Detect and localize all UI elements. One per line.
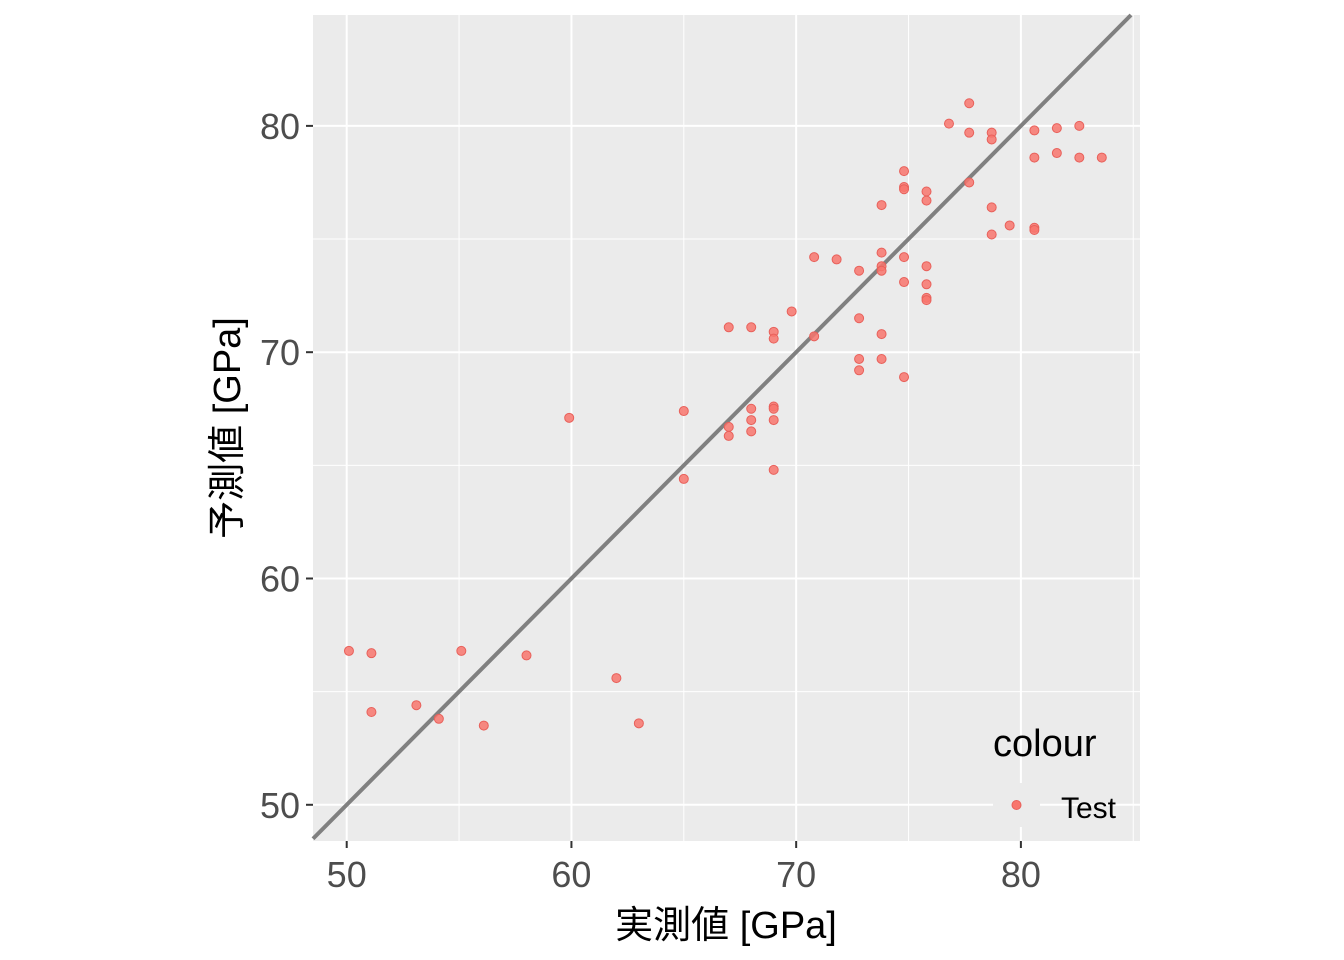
data-point: [876, 265, 887, 276]
x-axis-title: 実測値 [GPa]: [615, 905, 837, 947]
data-point: [611, 673, 622, 684]
data-point: [899, 184, 910, 195]
data-point: [433, 713, 444, 724]
data-point: [921, 279, 932, 290]
data-point: [854, 313, 865, 324]
data-point: [1029, 152, 1040, 163]
data-point: [921, 195, 932, 206]
data-point: [854, 353, 865, 364]
data-point: [456, 645, 467, 656]
data-point: [366, 707, 377, 718]
y-axis-ticks: 50 60 70 80: [260, 106, 313, 826]
grid-major: [313, 15, 1140, 841]
data-point: [854, 265, 865, 276]
data-point: [964, 127, 975, 138]
data-point: [921, 261, 932, 272]
data-point: [899, 166, 910, 177]
data-point: [876, 353, 887, 364]
y-tick-label: 70: [260, 332, 300, 373]
data-point: [876, 329, 887, 340]
data-point: [1051, 123, 1062, 134]
data-point: [366, 648, 377, 659]
data-point: [1096, 152, 1107, 163]
data-points: [343, 98, 1107, 731]
legend-label-test: Test: [1061, 792, 1117, 825]
legend-point-icon: [1011, 800, 1022, 810]
data-point: [986, 229, 997, 240]
data-point: [478, 720, 489, 731]
data-point: [809, 252, 820, 263]
data-point: [746, 415, 757, 426]
data-point: [986, 202, 997, 213]
data-point: [768, 333, 779, 344]
data-point: [809, 331, 820, 342]
data-point: [921, 186, 932, 197]
grid-minor: [313, 15, 1140, 841]
data-point: [899, 372, 910, 383]
x-tick-label: 70: [776, 854, 816, 895]
data-point: [1074, 152, 1085, 163]
data-point: [768, 415, 779, 426]
data-point: [678, 473, 689, 484]
data-point: [343, 645, 354, 656]
x-tick-label: 80: [1001, 854, 1041, 895]
y-axis-title: 予測値 [GPa]: [207, 317, 249, 539]
data-point: [678, 406, 689, 417]
x-tick-label: 60: [551, 854, 591, 895]
data-point: [964, 98, 975, 109]
data-point: [746, 426, 757, 437]
reference-line-y-equals-x: [311, 13, 1133, 841]
data-point: [786, 306, 797, 317]
x-axis-ticks: 50 60 70 80: [327, 841, 1041, 895]
data-point: [1074, 120, 1085, 131]
data-point: [876, 247, 887, 258]
data-point: [746, 403, 757, 414]
y-tick-label: 60: [260, 558, 300, 599]
data-point: [876, 200, 887, 211]
y-tick-label: 80: [260, 106, 300, 147]
data-point: [854, 365, 865, 376]
legend-title: colour: [993, 723, 1097, 765]
data-point: [411, 700, 422, 711]
data-point: [899, 252, 910, 263]
data-point: [1029, 224, 1040, 235]
data-point: [768, 403, 779, 414]
y-tick-label: 50: [260, 785, 300, 826]
data-point: [723, 421, 734, 432]
data-point: [1029, 125, 1040, 136]
data-point: [521, 650, 532, 661]
data-point: [768, 464, 779, 475]
data-point: [831, 254, 842, 265]
data-point: [723, 322, 734, 333]
data-point: [723, 430, 734, 441]
data-point: [921, 295, 932, 306]
data-point: [899, 277, 910, 288]
data-point: [1004, 220, 1015, 231]
data-point: [986, 134, 997, 145]
data-point: [943, 118, 954, 129]
x-tick-label: 50: [327, 854, 367, 895]
data-point: [564, 412, 575, 423]
data-point: [633, 718, 644, 729]
data-point: [1051, 148, 1062, 159]
legend: colour Test: [993, 723, 1117, 827]
data-point: [964, 177, 975, 188]
data-point: [746, 322, 757, 333]
